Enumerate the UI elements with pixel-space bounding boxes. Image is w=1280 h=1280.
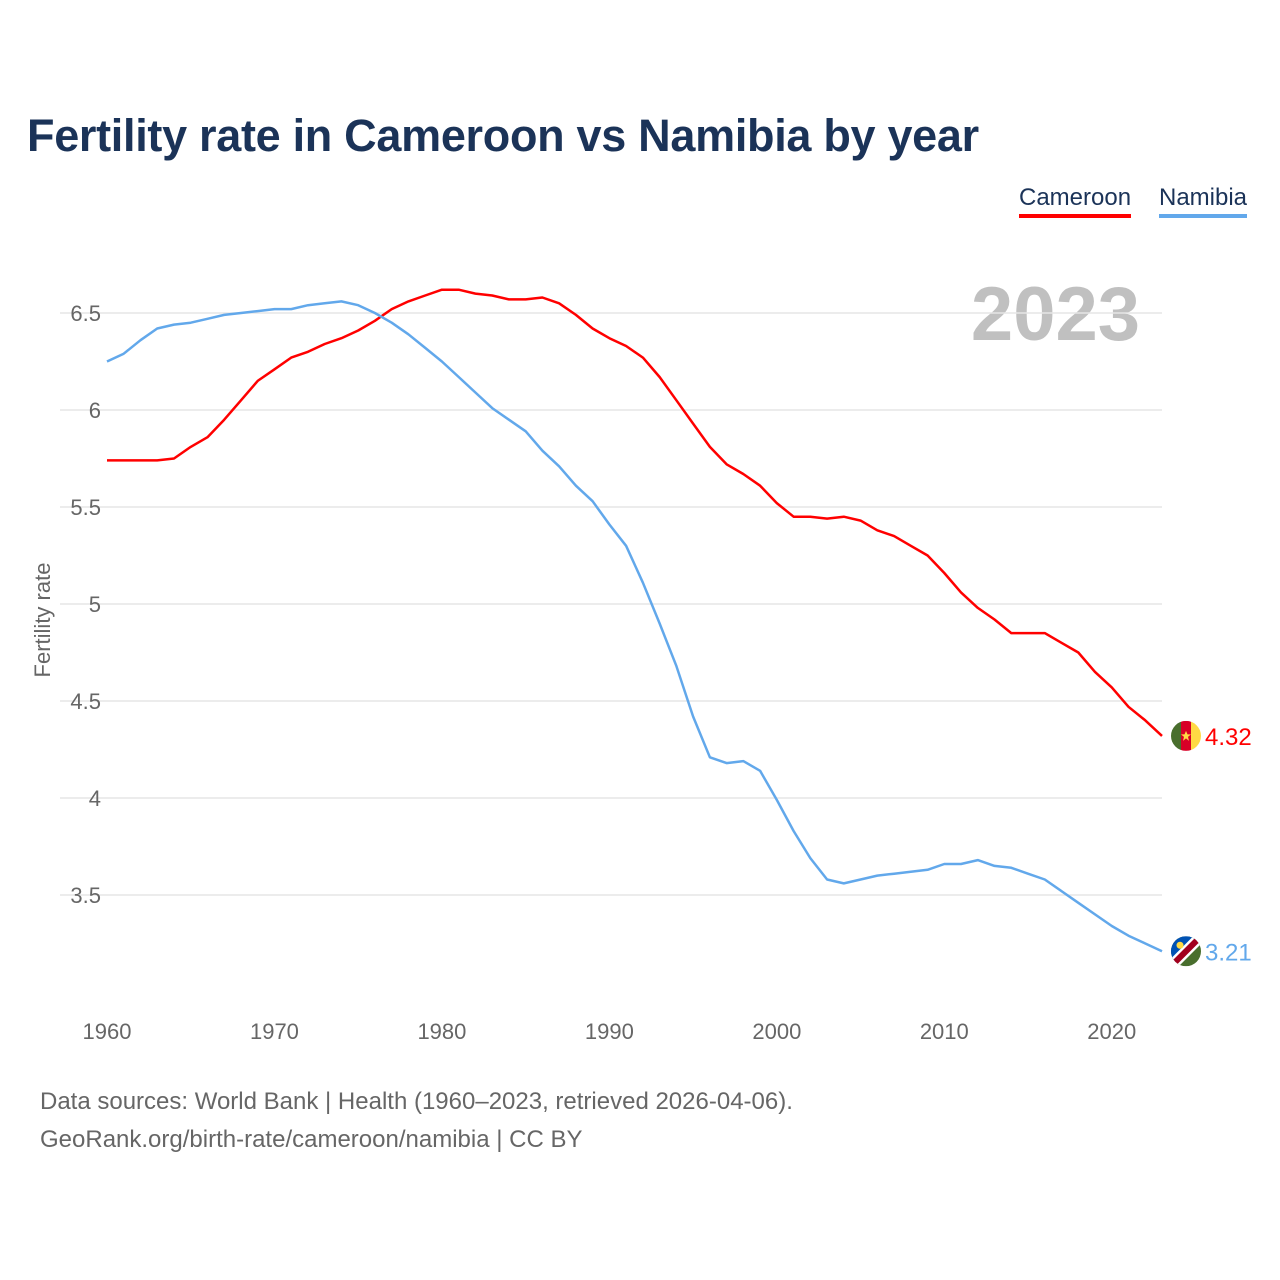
- x-tick-label: 2020: [1087, 1019, 1136, 1044]
- x-tick-label: 2010: [920, 1019, 969, 1044]
- y-tick-label: 4: [89, 786, 101, 811]
- x-tick-label: 1970: [250, 1019, 299, 1044]
- y-tick-label: 6.5: [70, 301, 101, 326]
- x-tick-label: 2000: [752, 1019, 801, 1044]
- y-tick-label: 5.5: [70, 495, 101, 520]
- chart-title: Fertility rate in Cameroon vs Namibia by…: [27, 110, 979, 161]
- end-value-label-cameroon: 4.32: [1205, 724, 1252, 751]
- flag-namibia-icon: [1171, 936, 1201, 967]
- flag-cameroon-icon: [1171, 720, 1201, 751]
- legend-cameroon[interactable]: Cameroon: [1019, 184, 1132, 218]
- end-value-label-namibia: 3.21: [1205, 939, 1252, 966]
- x-tick-label: 1960: [83, 1019, 132, 1044]
- x-tick-label: 1980: [417, 1019, 466, 1044]
- series-line-namibia: [106, 300, 1163, 953]
- year-watermark: 2023: [971, 272, 1140, 357]
- y-tick-label: 6: [89, 398, 101, 423]
- y-tick-label: 3.5: [70, 883, 101, 908]
- x-tick-label: 1990: [585, 1019, 634, 1044]
- source-link[interactable]: GeoRank.org/birth-rate/cameroon/namibia …: [40, 1126, 583, 1153]
- source-text: Data sources: World Bank | Health (1960–…: [40, 1088, 793, 1115]
- y-tick-label: 4.5: [70, 689, 101, 714]
- y-axis-label: Fertility rate: [30, 563, 55, 678]
- legend-namibia[interactable]: Namibia: [1159, 184, 1248, 218]
- series-line-cameroon: [107, 288, 1163, 737]
- y-tick-label: 5: [89, 592, 101, 617]
